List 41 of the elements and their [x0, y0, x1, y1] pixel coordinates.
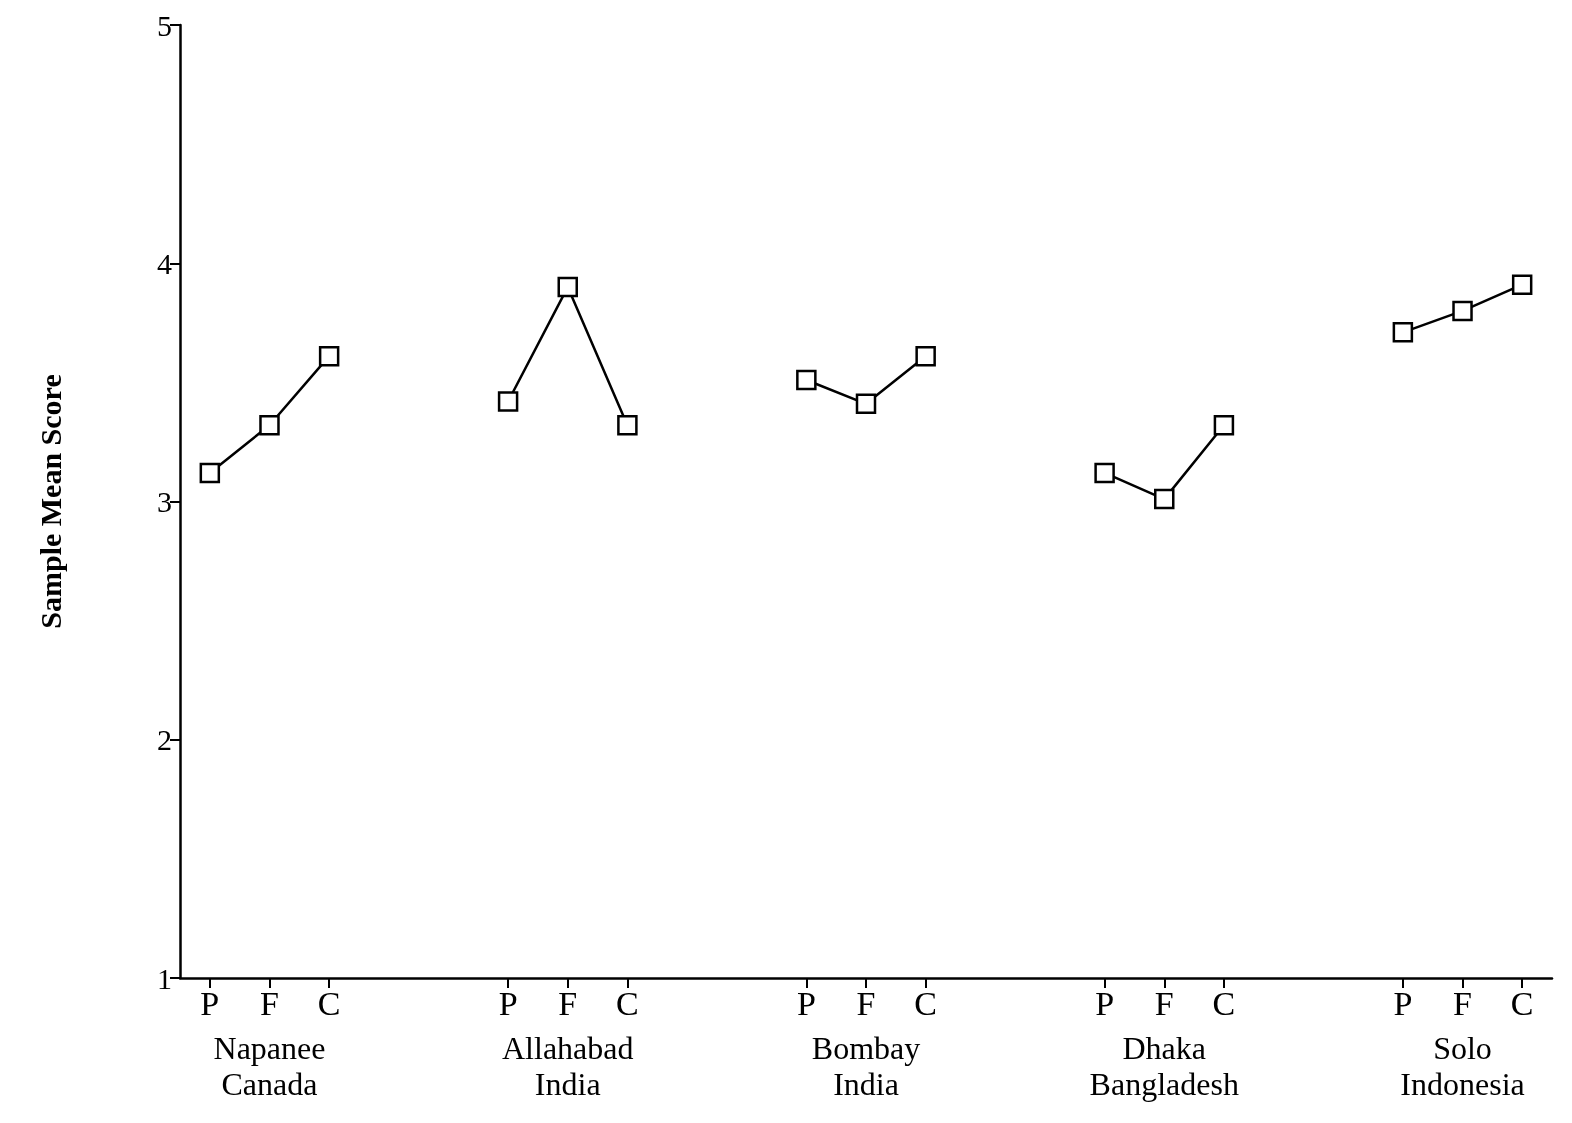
x-tick-label: C [1212, 984, 1236, 1022]
point [318, 345, 340, 367]
y-tick-label: 4 [157, 246, 172, 280]
text: Bombay India [811, 1030, 921, 1102]
text: Solo Indonesia [1400, 1030, 1525, 1102]
text: Allahabad India [501, 1030, 634, 1102]
y-tick-label: 2 [157, 723, 172, 757]
text: Dhaka Bangladesh [1089, 1030, 1239, 1102]
text: Napanee Canada [213, 1030, 326, 1102]
x-tick-label: C [1510, 984, 1534, 1022]
point [796, 369, 817, 391]
point [199, 462, 221, 484]
x-tick-label: P [796, 984, 816, 1022]
x-tick-label: F [1154, 984, 1174, 1022]
x-tick-label: F [260, 984, 279, 1022]
point [1094, 462, 1115, 484]
x-tick-label: F [856, 984, 876, 1022]
point [855, 393, 877, 415]
x-tick-label: C [914, 984, 937, 1022]
x-tick-label: P [1095, 984, 1115, 1022]
y-axis-title: Sample Mean Score [33, 374, 67, 629]
x-tick-label: F [1453, 984, 1472, 1022]
point [259, 415, 280, 436]
x-tick-label: P [200, 984, 220, 1022]
y-tick-label: 5 [157, 8, 172, 42]
point [915, 345, 936, 367]
point [1213, 415, 1235, 436]
point [497, 391, 519, 412]
point [1392, 322, 1414, 343]
x-tick-label: C [616, 984, 639, 1022]
point [617, 415, 638, 436]
y-tick-label: 1 [157, 961, 172, 995]
point [557, 276, 578, 298]
x-tick-label: P [1393, 984, 1413, 1022]
point [1154, 488, 1175, 510]
x-tick-label: F [558, 984, 578, 1022]
y-tick-label: 3 [157, 485, 172, 518]
point [1511, 274, 1533, 295]
x-tick-label: P [498, 984, 518, 1022]
x-tick-label: C [317, 984, 341, 1022]
point [1452, 300, 1473, 322]
